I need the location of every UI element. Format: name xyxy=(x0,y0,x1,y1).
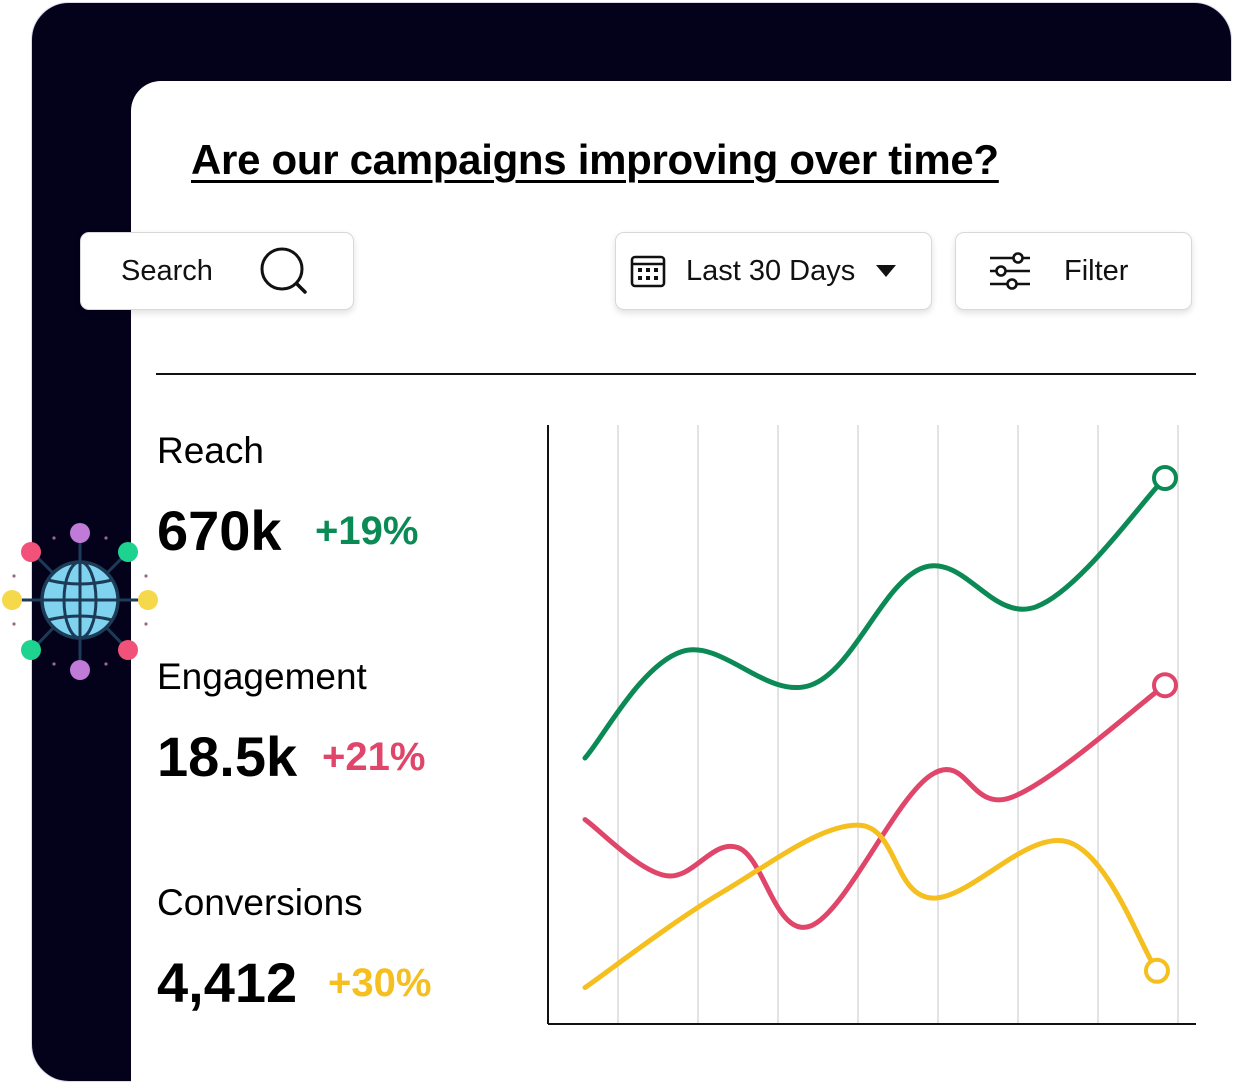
series-line-2 xyxy=(582,822,1160,991)
date-range-dropdown[interactable]: Last 30 Days xyxy=(615,232,932,310)
metric-reach-delta: +19% xyxy=(315,509,419,553)
search-button[interactable]: Search xyxy=(80,232,354,310)
trend-line-chart xyxy=(547,425,1196,1025)
metric-conversions-label: Conversions xyxy=(157,882,363,923)
network-globe-icon xyxy=(0,520,162,689)
metric-reach-label: Reach xyxy=(157,430,264,471)
metric-conversions-delta: +30% xyxy=(328,961,432,1005)
series-endpoint-2 xyxy=(1143,957,1170,984)
metric-engagement-delta: +21% xyxy=(322,735,426,779)
metric-reach-value: 670k xyxy=(157,499,282,562)
date-range-label: Last 30 Days xyxy=(686,254,856,287)
metric-conversions-value: 4,412 xyxy=(157,951,298,1014)
search-label: Search xyxy=(121,254,213,287)
filter-button[interactable]: Filter xyxy=(955,232,1192,310)
metric-engagement-value: 18.5k xyxy=(157,725,298,788)
section-divider xyxy=(156,373,1196,375)
page-title: Are our campaigns improving over time? xyxy=(191,136,999,183)
series-endpoint-1 xyxy=(1152,672,1178,699)
search-icon xyxy=(258,245,310,297)
series-line-1 xyxy=(582,682,1168,930)
filter-label: Filter xyxy=(1064,254,1129,287)
sliders-icon xyxy=(988,251,1032,291)
chevron-down-icon xyxy=(875,264,897,278)
series-endpoint-0 xyxy=(1152,465,1178,491)
metric-engagement-label: Engagement xyxy=(157,656,367,697)
series-line-0 xyxy=(582,475,1168,761)
calendar-icon xyxy=(630,253,666,289)
